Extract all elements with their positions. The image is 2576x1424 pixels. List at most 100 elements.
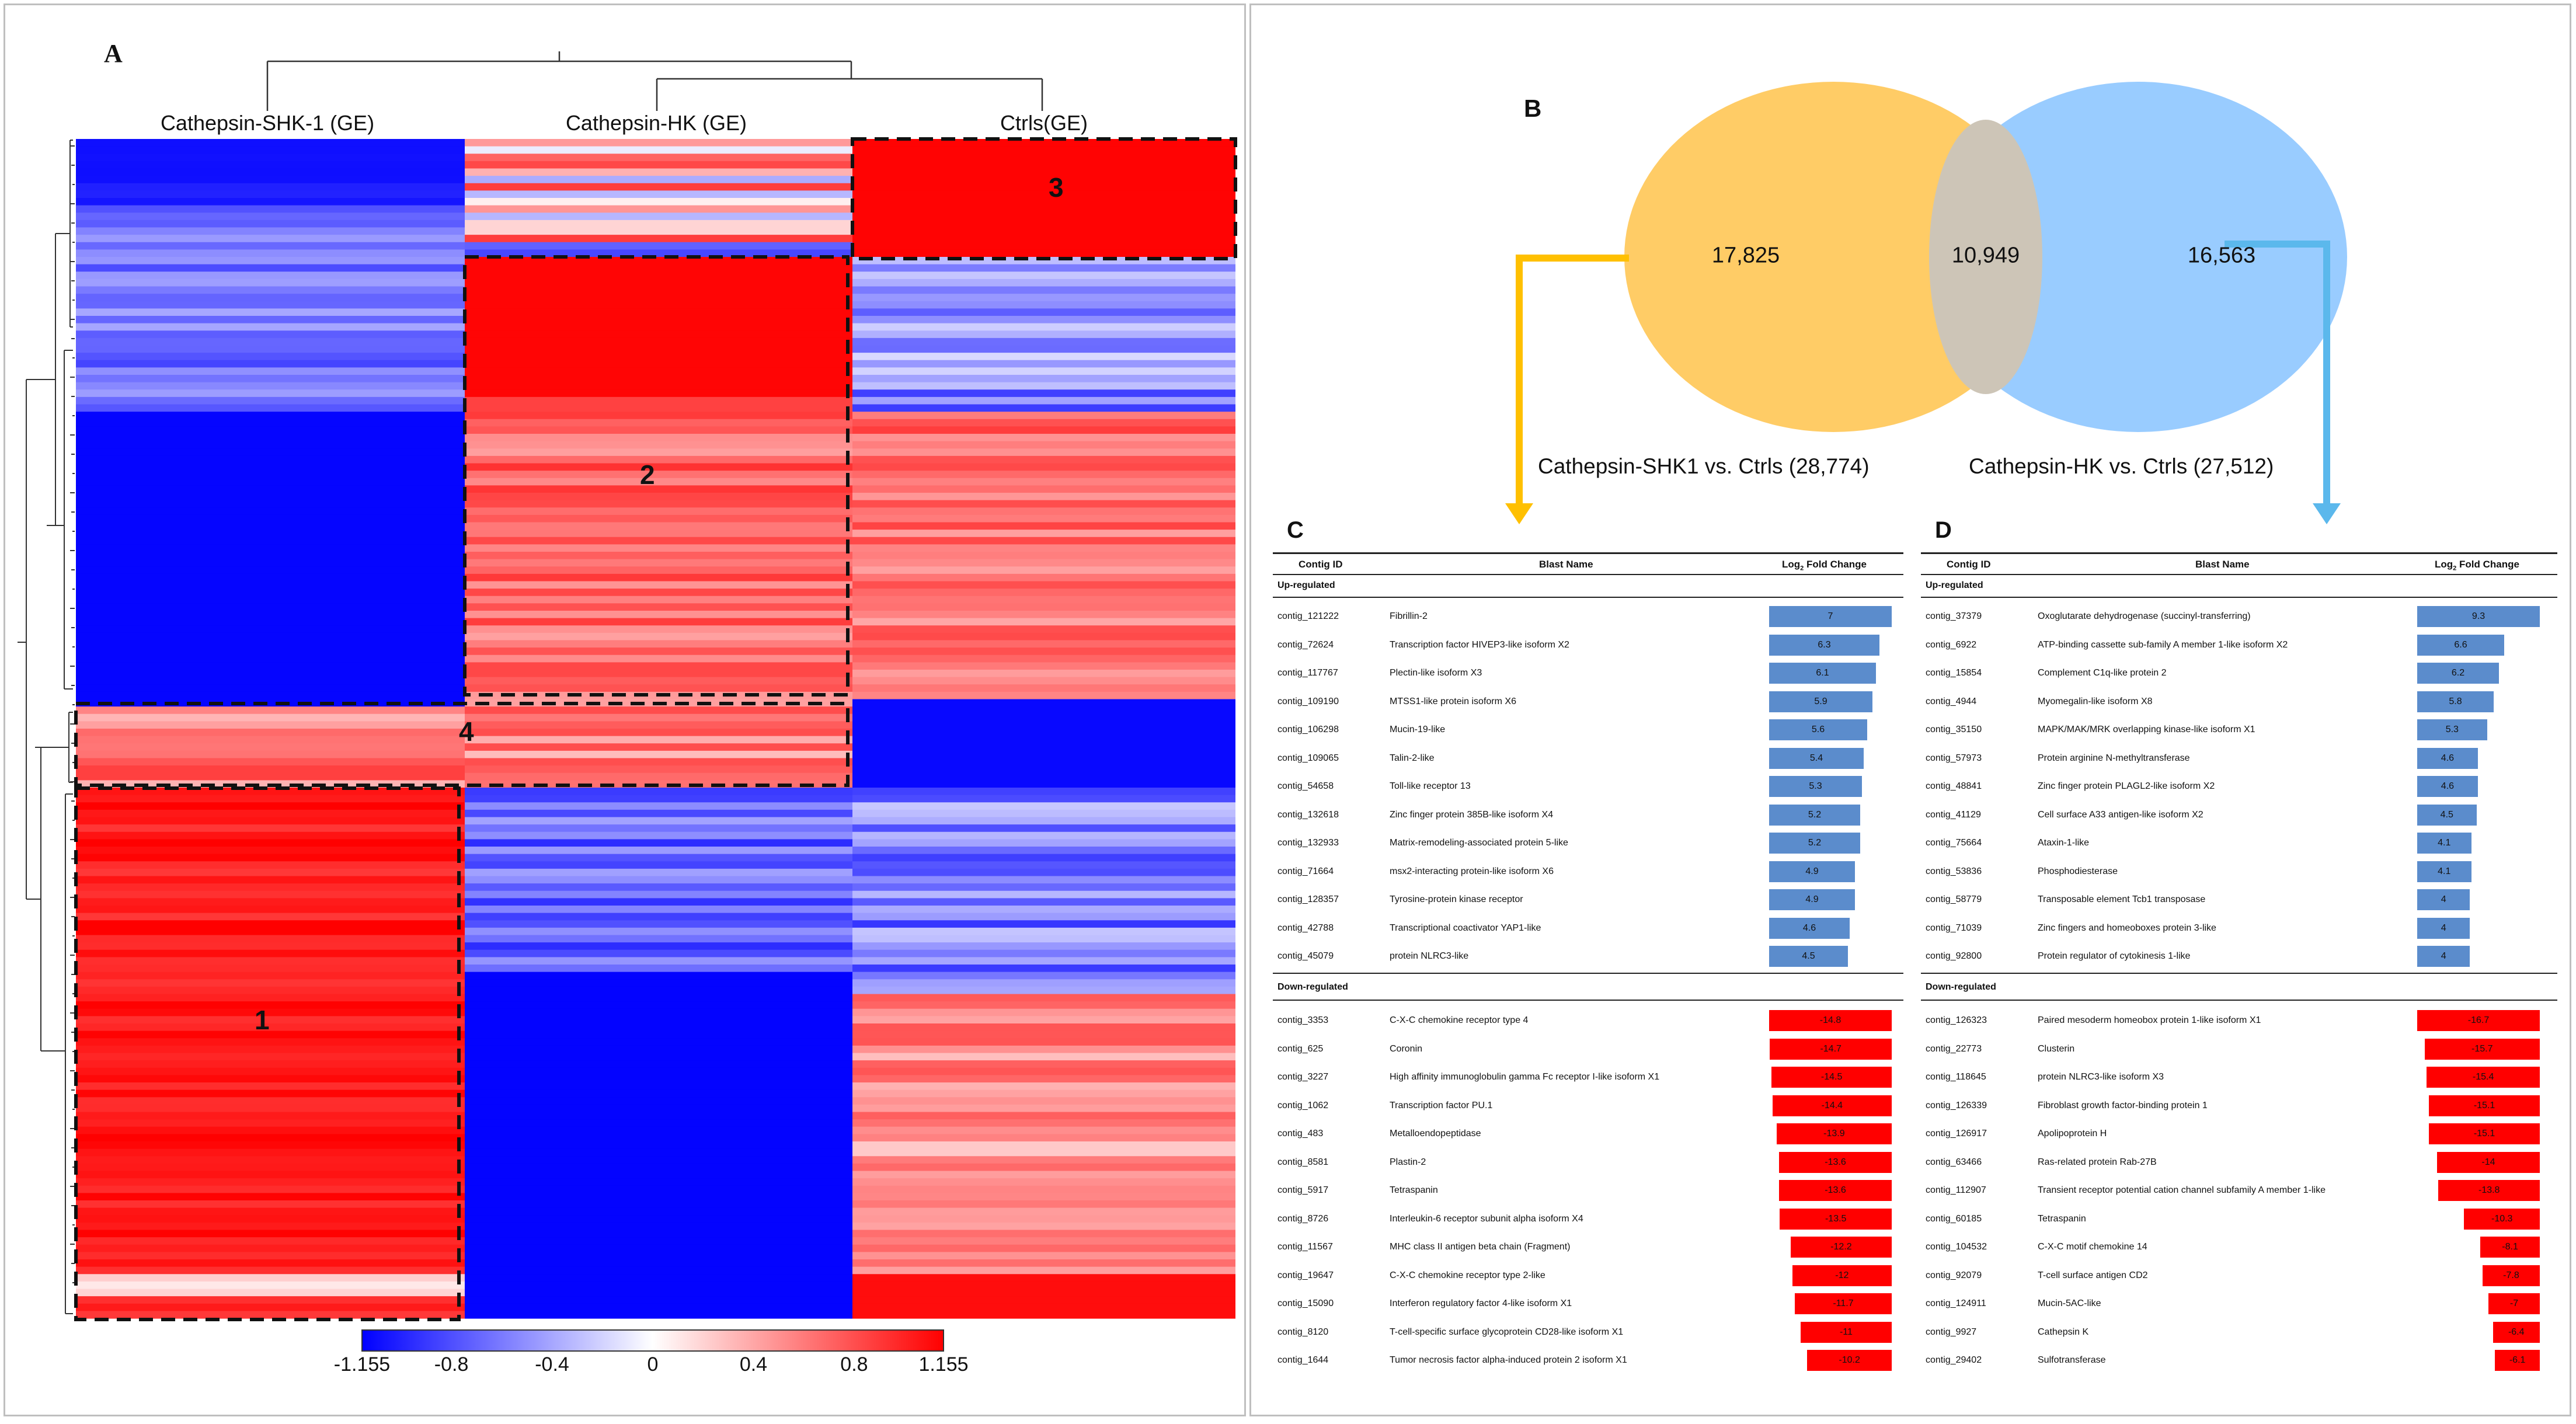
heatmap-cell <box>76 559 465 567</box>
table-row: contig_75664 Ataxin-1-like 4.1 <box>1921 829 2557 857</box>
contig-id: contig_41129 <box>1926 809 1981 820</box>
heatmap-cell <box>852 1082 1235 1091</box>
heatmap-cell <box>852 1134 1235 1142</box>
heatmap-cell <box>465 493 852 501</box>
heatmap-cell <box>465 772 852 781</box>
cluster-label-4: 4 <box>459 716 474 747</box>
heatmap-cell <box>465 1141 852 1150</box>
heatmap-cell <box>76 809 465 818</box>
heatmap-cell <box>76 1244 465 1252</box>
heatmap-cell <box>465 1237 852 1245</box>
table-d-header: Contig ID Blast Name Log2 Fold Change <box>1921 552 2557 575</box>
heatmap-cell <box>852 235 1235 243</box>
heatmap-cell <box>852 1230 1235 1238</box>
heatmap-cell <box>76 485 465 493</box>
contig-id: contig_483 <box>1277 1129 1324 1138</box>
heatmap-cell <box>76 1126 465 1134</box>
table-d-rule-mid <box>1921 973 2557 974</box>
heatmap-cells <box>76 139 1235 1319</box>
table-row: contig_42788 Transcriptional coactivator … <box>1273 914 1903 942</box>
heatmap-cell <box>852 168 1235 176</box>
heatmap-cell <box>852 1237 1235 1245</box>
heatmap-cell <box>76 249 465 257</box>
heatmap-cell <box>852 353 1235 361</box>
heatmap-cell <box>76 330 465 339</box>
heatmap-cell <box>76 589 465 597</box>
heatmap-cell <box>76 522 465 530</box>
heatmap-cell <box>76 360 465 368</box>
heatmap-cell <box>852 809 1235 818</box>
blast-name: MAPK/MAK/MRK overlapping kinase-like iso… <box>2038 725 2255 734</box>
heatmap-cell <box>852 301 1235 309</box>
contig-id: contig_75664 <box>1926 838 1982 848</box>
heatmap-cell <box>852 765 1235 774</box>
fold-change-bar-up <box>2417 719 2487 740</box>
heatmap-cell <box>852 264 1235 272</box>
blast-name: Cell surface A33 antigen-like isoform X2 <box>2038 809 2203 820</box>
blast-name: Transposable element Tcb1 transposase <box>2038 894 2206 904</box>
heatmap-cell <box>76 1089 465 1098</box>
heatmap-cell <box>76 168 465 176</box>
heatmap-cell <box>465 220 852 228</box>
colorbar-tick-label: -0.8 <box>434 1353 469 1376</box>
table-c: Contig ID Blast Name Log2 Fold Change Up… <box>1273 552 1903 1381</box>
fold-change-value: 4.9 <box>1805 894 1819 904</box>
heatmap-cell <box>465 795 852 803</box>
heatmap-cell <box>465 706 852 715</box>
venn-left-count: 17,825 <box>1711 243 1780 268</box>
table-row: contig_71664 msx2-interacting protein-lik… <box>1273 858 1903 886</box>
header-fc-log: Log <box>1782 559 1801 570</box>
blast-name: Protein arginine N-methyltransferase <box>2038 753 2190 763</box>
panel-b-letter: B <box>1524 95 1542 122</box>
heatmap-cell <box>852 1303 1235 1311</box>
heatmap-cell <box>852 1030 1235 1039</box>
heatmap-cell <box>852 743 1235 751</box>
heatmap-cell <box>76 1252 465 1260</box>
fold-change-value: 5.9 <box>1814 696 1827 706</box>
contig-id: contig_8120 <box>1277 1326 1329 1337</box>
heatmap-cell <box>76 647 465 656</box>
heatmap-cell <box>852 1141 1235 1150</box>
contig-id: contig_106298 <box>1277 725 1339 734</box>
heatmap-cell <box>465 603 852 611</box>
contig-id: contig_132933 <box>1277 838 1339 848</box>
heatmap-cell <box>465 478 852 486</box>
heatmap-cell <box>465 1060 852 1068</box>
heatmap-cell <box>465 183 852 191</box>
blast-name: MHC class II antigen beta chain (Fragmen… <box>1390 1242 1571 1252</box>
table-row: contig_106298 Mucin-19-like 5.6 <box>1273 716 1903 744</box>
contig-id: contig_112907 <box>1926 1185 1986 1195</box>
heatmap-cell <box>76 1038 465 1046</box>
heatmap-cell <box>852 854 1235 862</box>
venn-right-circle <box>1929 82 2347 432</box>
heatmap-cell <box>465 1311 852 1319</box>
header-fold-change: Log2 Fold Change <box>1782 559 1867 572</box>
header-contig-id: Contig ID <box>1299 559 1343 570</box>
heatmap-cell <box>852 220 1235 228</box>
heatmap-cell <box>465 713 852 722</box>
fold-change-bar-up <box>2417 747 2478 769</box>
column-label-hk: Cathepsin-HK (GE) <box>565 111 747 135</box>
heatmap-cell <box>465 353 852 361</box>
fold-change-bar-up <box>1769 833 1860 854</box>
heatmap-cell <box>76 500 465 508</box>
heatmap-cell <box>852 1023 1235 1032</box>
table-row: contig_45079 protein NLRC3-like 4.5 <box>1273 942 1903 970</box>
fold-change-value: -13.8 <box>2478 1185 2500 1195</box>
heatmap-cell <box>465 552 852 560</box>
fold-change-value: 5.2 <box>1808 809 1822 820</box>
blast-name: Mucin-5AC-like <box>2038 1298 2101 1308</box>
heatmap-cell <box>465 507 852 516</box>
heatmap-cell <box>465 1067 852 1075</box>
heatmap-cell <box>852 831 1235 840</box>
fold-change-value: 4.6 <box>2441 781 2455 791</box>
heatmap-cell <box>76 898 465 906</box>
heatmap-cell <box>465 883 852 892</box>
table-row: contig_8120 T-cell-specific surface glyco… <box>1273 1318 1903 1346</box>
heatmap-cell <box>465 1185 852 1193</box>
heatmap-cell <box>852 552 1235 560</box>
heatmap-cell <box>852 898 1235 906</box>
blast-name: msx2-interacting protein-like isoform X6 <box>1390 866 1554 876</box>
fold-change-bar-down <box>2427 1067 2540 1088</box>
heatmap-cell <box>465 847 852 855</box>
